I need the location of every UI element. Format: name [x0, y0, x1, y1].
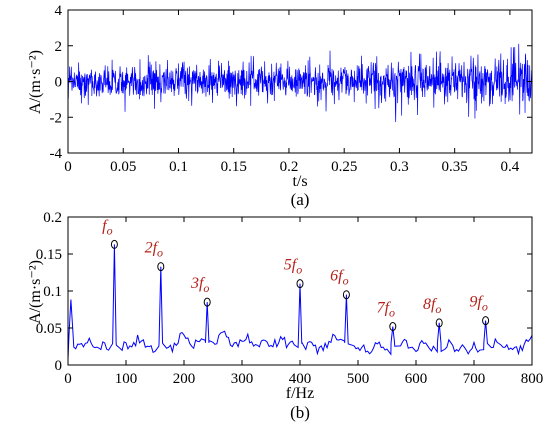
- peak-label: fo: [102, 217, 112, 237]
- panel-b-xtick-label: 0: [64, 371, 72, 387]
- peak-label: 3fo: [190, 275, 209, 295]
- peak-label: 7fo: [377, 300, 395, 320]
- panel-a-xtick-label: 0.2: [280, 159, 299, 175]
- panel-a-ytick-label: -4: [50, 146, 63, 162]
- peak-marker: [157, 262, 165, 272]
- panel-b-spectrum-line: [67, 244, 533, 360]
- panel-b-spectrum: 0 100 200 300 400 500 600 700 800 0 0.05 0.1 0.15 0.2…: [27, 210, 543, 422]
- peak-marker: [389, 322, 397, 332]
- panel-a-time-signal: 0 0.05 0.1 0.15 0.2 0.25 0.3 0.35 0.4 -4 -2 0 2 4 A/(…: [27, 3, 533, 209]
- peak-label: 2fo: [145, 240, 163, 260]
- panel-b-ylabel: A/(m·s⁻²): [27, 260, 44, 324]
- panel-b-ytick-label: 0.1: [43, 284, 62, 300]
- panel-a-ticks: 0 0.05 0.1 0.15 0.2 0.25 0.3 0.35 0.4 -4 -2 0 2 4: [50, 3, 532, 175]
- panel-b-caption: (b): [290, 403, 310, 422]
- panel-b-xlabel: f/Hz: [286, 385, 314, 402]
- panel-a-ytick-label: 0: [55, 75, 63, 91]
- panel-a-xtick-label: 0.3: [390, 159, 409, 175]
- panel-a-plot-area: [67, 43, 533, 122]
- peak-label: 5fo: [284, 257, 302, 277]
- panel-a-xtick-label: 0.1: [169, 159, 188, 175]
- panel-a-signal-line: [67, 43, 533, 122]
- panel-b-xtick-label: 100: [115, 371, 138, 387]
- peak-marker: [342, 290, 350, 300]
- panel-b-xtick-label: 800: [521, 371, 544, 387]
- panel-b-xtick-label: 400: [289, 371, 312, 387]
- peak-marker: [203, 297, 211, 307]
- panel-a-ylabel: A/(m·s⁻²): [27, 50, 44, 114]
- panel-b-xtick-label: 500: [347, 371, 370, 387]
- peak-label: 6fo: [330, 268, 348, 288]
- peak-marker: [110, 239, 118, 249]
- panel-a-xtick-label: 0.35: [442, 159, 468, 175]
- panel-b-xtick-label: 200: [173, 371, 196, 387]
- panel-b-ytick-label: 0.2: [43, 210, 62, 226]
- peak-label: 8fo: [423, 296, 441, 316]
- panel-a-ytick-label: 2: [55, 39, 63, 55]
- panel-b-xtick-label: 600: [405, 371, 428, 387]
- panel-b-ytick-label: 0: [55, 358, 63, 374]
- panel-a-xtick-label: 0.15: [221, 159, 247, 175]
- peak-label: 9fo: [469, 294, 487, 314]
- peak-marker: [482, 316, 490, 326]
- panel-a-xtick-label: 0.4: [501, 159, 520, 175]
- peak-marker: [296, 279, 304, 289]
- panel-b-ytick-label: 0.15: [36, 247, 62, 263]
- panel-a-ytick-label: 4: [55, 3, 63, 19]
- panel-b-xtick-label: 700: [463, 371, 486, 387]
- panel-a-xlabel: t/s: [292, 173, 307, 190]
- panel-b-plot-area: [67, 244, 533, 360]
- panel-a-xtick-label: 0.25: [331, 159, 357, 175]
- panel-a-xtick-label: 0: [64, 159, 72, 175]
- panel-b-ticks: 0 100 200 300 400 500 600 700 800 0 0.05 0.1 0.15 0.2: [36, 210, 544, 387]
- panel-b-ytick-label: 0.05: [36, 321, 62, 337]
- peak-marker: [435, 318, 443, 328]
- panel-a-ytick-label: -2: [50, 110, 63, 126]
- panel-b-xtick-label: 300: [231, 371, 254, 387]
- panel-b-peak-annotations: fo 2fo 3fo 5fo 6fo 7fo 8fo 9fo: [102, 217, 490, 332]
- panel-a-xtick-label: 0.05: [110, 159, 136, 175]
- panel-a-caption: (a): [291, 190, 310, 209]
